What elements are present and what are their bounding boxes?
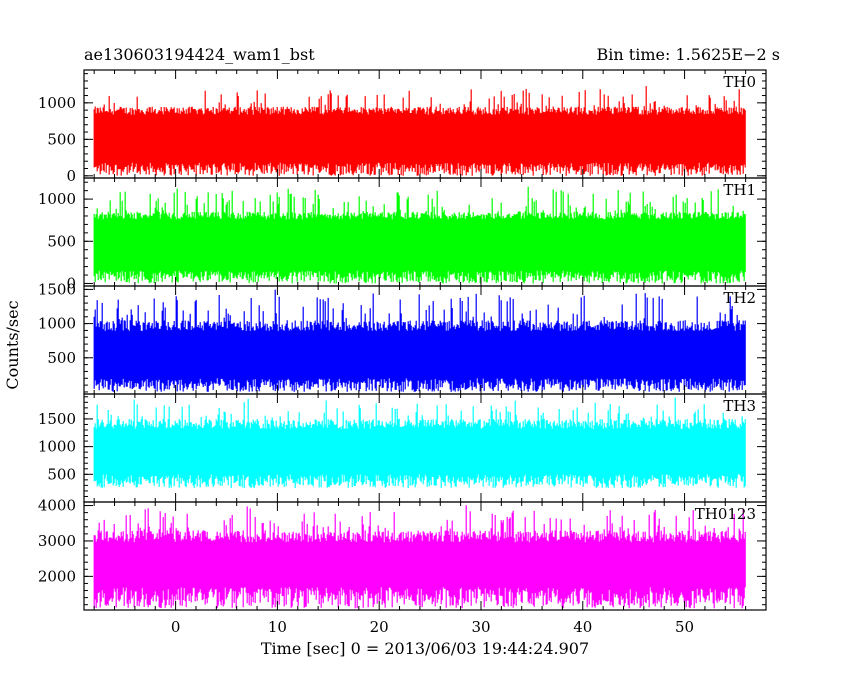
panel-th3: 500 1000 1500 TH3 xyxy=(38,393,767,503)
y-tick-label: 500 xyxy=(47,130,76,148)
panel-th0: 0 500 1000 TH0 xyxy=(38,69,767,185)
y-tick-label: 1500 xyxy=(38,280,76,298)
x-tick-label: 20 xyxy=(370,618,389,636)
panel-label: TH0123 xyxy=(695,505,756,523)
panel-frame xyxy=(83,501,767,611)
y-axis-label: Counts/sec xyxy=(3,300,22,389)
y-tick-label: 1500 xyxy=(38,410,76,428)
series-th3 xyxy=(93,397,746,489)
panel-label: TH1 xyxy=(723,181,756,199)
y-tick-label: 500 xyxy=(47,465,76,483)
y-tick-label: 3000 xyxy=(38,532,76,550)
y-tick-label: 0 xyxy=(66,274,76,292)
panel-label: TH0 xyxy=(723,73,756,91)
series-th0123 xyxy=(93,505,746,609)
x-tick-label: 30 xyxy=(471,618,490,636)
chart-title: ae130603194424_wam1_bst xyxy=(84,45,315,64)
x-tick-label: 10 xyxy=(268,618,287,636)
y-tick-label: 1000 xyxy=(38,315,76,333)
x-axis-label: Time [sec] 0 = 2013/06/03 19:44:24.907 xyxy=(261,639,589,658)
series-th0 xyxy=(93,86,746,176)
panel-th0123: 2000 3000 4000 TH0123 xyxy=(38,497,767,611)
y-tick-label: 0 xyxy=(66,167,76,185)
bin-time-label: Bin time: 1.5625E−2 s xyxy=(597,45,780,64)
x-axis: 0 10 20 30 40 50 xyxy=(171,618,694,636)
y-tick-label: 1000 xyxy=(38,190,76,208)
panel-label: TH2 xyxy=(723,289,756,307)
panel-th1: 0 500 1000 TH1 xyxy=(38,177,767,292)
y-tick-label: 4000 xyxy=(38,497,76,515)
x-tick-label: 0 xyxy=(171,618,181,636)
panel-label: TH3 xyxy=(723,397,756,415)
series-th2 xyxy=(93,289,746,392)
y-tick-label: 500 xyxy=(47,349,76,367)
y-tick-label: 1000 xyxy=(38,94,76,112)
x-tick-label: 50 xyxy=(675,618,694,636)
x-tick-label: 40 xyxy=(573,618,592,636)
y-tick-label: 500 xyxy=(47,232,76,250)
panel-th2: 500 1000 1500 TH2 xyxy=(38,280,767,395)
series-th1 xyxy=(93,186,746,284)
y-tick-label: 2000 xyxy=(38,567,76,585)
y-tick-label: 1000 xyxy=(38,438,76,456)
panels: 0 500 1000 TH0 0 500 1000 TH1 500 1000 1500 TH2 500 1… xyxy=(38,69,767,611)
